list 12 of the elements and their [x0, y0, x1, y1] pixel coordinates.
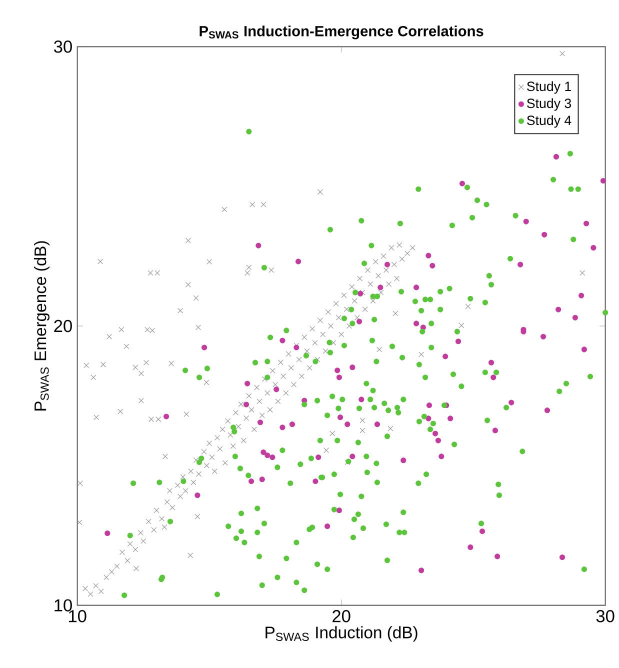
- legend-label: Study 1: [527, 81, 572, 94]
- x-axis-title: P$_{SWAS}$ Induction (dB): [266, 626, 418, 642]
- x-tick-label: 20: [332, 610, 350, 622]
- x-tick-label: 30: [596, 610, 614, 622]
- y-tick-label: 30: [54, 40, 72, 53]
- legend-label: Study 3: [527, 98, 572, 111]
- y-tick-label: 10: [54, 599, 72, 612]
- y-axis-title: P$_{SWAS}$ Emergence (dB): [34, 241, 50, 410]
- x-tick-label: 10: [69, 610, 86, 622]
- chart-title: P$_{SWAS}$ Induction-Emergence Correlations: [200, 26, 484, 40]
- legend-label: Study 4: [527, 115, 572, 128]
- y-tick-label: 20: [54, 320, 72, 332]
